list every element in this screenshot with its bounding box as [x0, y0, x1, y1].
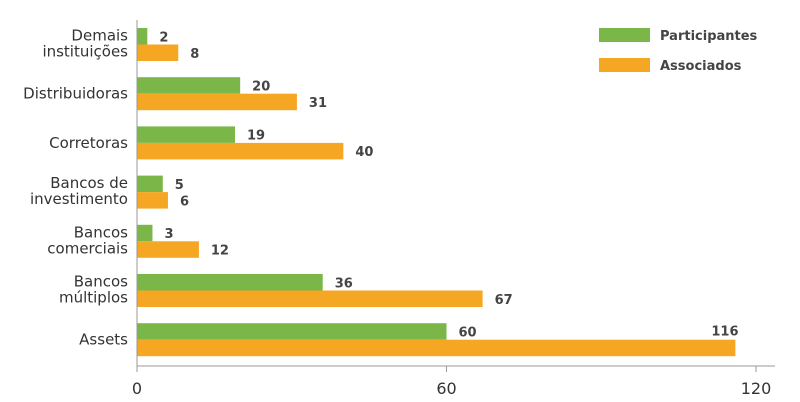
- value-label-participantes-demais-instituições: 2: [159, 30, 168, 45]
- bar-associados-assets: [137, 339, 736, 357]
- value-label-associados-demais-instituições: 8: [190, 47, 199, 62]
- legend: Participantes Associados: [599, 28, 758, 74]
- bar-participantes-corretoras: [137, 126, 236, 143]
- x-axis: 0 60 120: [132, 20, 775, 398]
- bar-associados-demais-instituições: [137, 44, 179, 61]
- legend-swatch-associados: [599, 58, 650, 72]
- bar-associados-bancos-comerciais: [137, 241, 199, 258]
- legend-label-participantes: Participantes: [660, 29, 758, 44]
- legend-swatch-participantes: [599, 28, 650, 42]
- x-tick-label-0: 0: [132, 379, 142, 398]
- value-label-associados-distribuidoras: 31: [309, 96, 327, 111]
- category-label-distribuidoras: Distribuidoras: [23, 85, 128, 103]
- bar-participantes-bancos-múltiplos: [137, 274, 323, 291]
- value-label-participantes-bancos-múltiplos: 36: [335, 276, 353, 291]
- value-label-associados-assets: 116: [711, 325, 738, 340]
- bar-participantes-bancos-de-investimento: [137, 175, 163, 193]
- value-label-participantes-corretoras: 19: [247, 129, 265, 144]
- x-tick-label-120: 120: [741, 379, 772, 398]
- bar-participantes-assets: [137, 323, 447, 340]
- legend-label-associados: Associados: [660, 59, 742, 74]
- labels-layer: Demais instituições 2 8 Distribuidoras 20 31 Co…: [23, 27, 738, 349]
- value-label-associados-bancos-comerciais: 12: [211, 244, 229, 259]
- category-label-assets: Assets: [79, 331, 128, 349]
- category-label-bancos-múltiplos: Bancos múltiplos: [59, 273, 128, 307]
- bar-participantes-demais-instituições: [137, 28, 148, 45]
- value-label-associados-bancos-múltiplos: 67: [495, 293, 513, 308]
- bars-layer: [137, 28, 736, 357]
- value-label-participantes-distribuidoras: 20: [252, 79, 270, 94]
- bar-associados-bancos-de-investimento: [137, 192, 168, 209]
- bar-associados-distribuidoras: [137, 93, 297, 111]
- bar-associados-bancos-múltiplos: [137, 290, 483, 307]
- value-label-associados-bancos-de-investimento: 6: [180, 194, 189, 209]
- value-label-participantes-assets: 60: [459, 325, 477, 340]
- bar-participantes-distribuidoras: [137, 77, 241, 94]
- value-label-participantes-bancos-comerciais: 3: [164, 227, 173, 242]
- value-label-participantes-bancos-de-investimento: 5: [175, 178, 184, 193]
- category-label-demais-instituições: Demais instituições: [42, 27, 128, 61]
- category-label-corretoras: Corretoras: [49, 134, 128, 152]
- x-tick-label-60: 60: [436, 379, 456, 398]
- value-label-associados-corretoras: 40: [355, 145, 373, 160]
- category-label-bancos-de-investimento: Bancos de investimento: [30, 174, 128, 208]
- category-label-bancos-comerciais: Bancos comerciais: [47, 223, 128, 257]
- bar-participantes-bancos-comerciais: [137, 224, 153, 242]
- bar-associados-corretoras: [137, 142, 344, 160]
